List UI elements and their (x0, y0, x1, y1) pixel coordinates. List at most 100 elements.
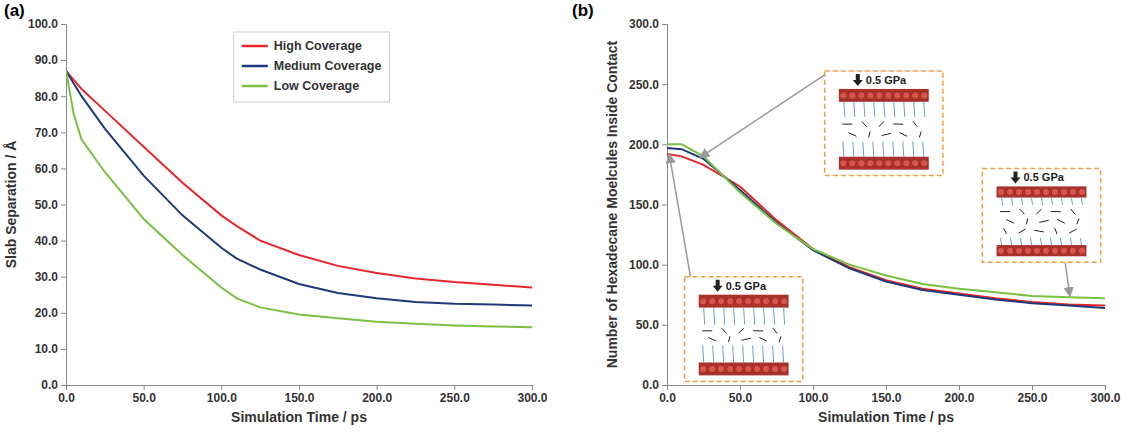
y-tick: 200.0 (629, 138, 667, 152)
legend: High CoverageMedium CoverageLow Coverage (234, 32, 390, 102)
x-tick: 300.0 (517, 385, 547, 405)
inset-chain (903, 142, 904, 157)
y-tick-label: 80.0 (35, 90, 59, 104)
inset-molecule (879, 122, 884, 127)
inset-molecule (882, 133, 891, 135)
inset: 0.5 GPa (669, 154, 803, 381)
inset-atom (781, 298, 787, 304)
inset-chain (704, 308, 705, 325)
inset-molecule (1039, 220, 1048, 222)
inset-slab (997, 245, 1087, 256)
inset-molecule (1071, 209, 1075, 214)
inset-chain (1031, 238, 1032, 245)
inset-atom (745, 298, 751, 304)
y-tick-label: 0.0 (642, 378, 659, 392)
y-tick-mark (61, 24, 66, 25)
y-tick-mark (61, 349, 66, 350)
inset-chain (863, 142, 864, 157)
x-tick: 150.0 (871, 385, 901, 405)
inset-arrow (669, 154, 690, 277)
y-axis-title: Slab Separation / Å (3, 141, 19, 269)
x-tick: 100.0 (207, 385, 237, 405)
inset-molecule (1069, 229, 1076, 233)
y-tick-mark (662, 385, 667, 386)
x-tick: 200.0 (944, 385, 974, 405)
y-axis-line (61, 25, 67, 386)
y-tick-mark (61, 277, 66, 278)
inset-chain (893, 142, 894, 157)
y-tick-label: 150.0 (629, 198, 659, 212)
x-tick-mark (959, 385, 960, 390)
x-tick: 250.0 (1017, 385, 1047, 405)
inset-molecule (1036, 209, 1041, 214)
pressure-arrow (1010, 171, 1020, 183)
y-tick-mark (61, 385, 66, 386)
y-tick: 10.0 (35, 342, 66, 356)
y-tick: 100.0 (629, 258, 667, 272)
x-tick-label: 150.0 (871, 391, 901, 405)
inset-molecule (1000, 211, 1010, 212)
inset-chain (734, 308, 735, 325)
y-tick-mark (61, 96, 66, 97)
inset-atom (754, 298, 760, 304)
inset-atom (1034, 189, 1040, 195)
inset-atom (998, 189, 1004, 195)
inset-chain (783, 345, 784, 362)
inset-atom (1079, 248, 1085, 254)
inset-chain (744, 308, 745, 325)
inset-slab (699, 362, 789, 375)
inset-molecule (893, 123, 903, 124)
x-tick-mark (454, 385, 455, 390)
x-tick: 200.0 (362, 385, 392, 405)
inset-chain (714, 308, 715, 325)
y-tick-label: 70.0 (35, 126, 59, 140)
inset-molecule (1034, 230, 1044, 232)
inset-molecule (1026, 218, 1027, 224)
x-tick-label: 200.0 (944, 391, 974, 405)
x-tick: 250.0 (440, 385, 470, 405)
inset-chain (854, 102, 855, 117)
inset-atom (849, 92, 855, 98)
inset-molecule (1004, 228, 1007, 234)
inset-chain (1032, 198, 1033, 205)
inset-atom (894, 160, 900, 166)
series-line (66, 71, 532, 306)
inset-molecule (1018, 229, 1025, 233)
inset-atom (763, 366, 769, 372)
inset-chain (1060, 238, 1061, 245)
y-tick-label: 50.0 (35, 198, 59, 212)
inset-chain (733, 345, 734, 362)
figure: 0.0 50.0 100.0 150.0 200.0 250.0 300.0 0.0 10.0 2… (0, 0, 1138, 432)
y-tick: 60.0 (35, 162, 66, 176)
inset-chain (843, 142, 844, 157)
inset-slab (699, 295, 789, 308)
inset-chain (713, 345, 714, 362)
x-axis: 0.050.0100.0150.0200.0250.0300.0 (659, 385, 1121, 405)
inset-chain (743, 345, 744, 362)
inset-chain (753, 345, 754, 362)
y-tick: 100.0 (28, 17, 66, 31)
inset-chain (1021, 238, 1022, 245)
inset-molecule (848, 133, 856, 137)
x-tick-label: 200.0 (362, 391, 392, 405)
y-tick-label: 0.0 (41, 378, 58, 392)
y-tick-mark (662, 205, 667, 206)
inset-chain (1022, 198, 1023, 205)
inset-chain (844, 102, 845, 117)
inset-chain (873, 142, 874, 157)
y-tick-label: 100.0 (28, 17, 58, 31)
series-line (66, 71, 532, 327)
inset-chain (1080, 238, 1081, 245)
x-tick-label: 0.0 (58, 391, 75, 405)
inset-chain (913, 142, 914, 157)
y-tick: 300.0 (629, 17, 667, 31)
inset-atom (709, 298, 715, 304)
y-axis: 0.050.0100.0150.0200.0250.0300.0 (629, 17, 668, 392)
inset-atom (736, 366, 742, 372)
inset-molecule (773, 328, 777, 333)
inset-chain (1070, 238, 1071, 245)
x-tick-mark (740, 385, 741, 390)
annotation: 0.5 GPa (726, 280, 767, 292)
inset-slab (839, 89, 929, 102)
inset-atom (858, 92, 864, 98)
